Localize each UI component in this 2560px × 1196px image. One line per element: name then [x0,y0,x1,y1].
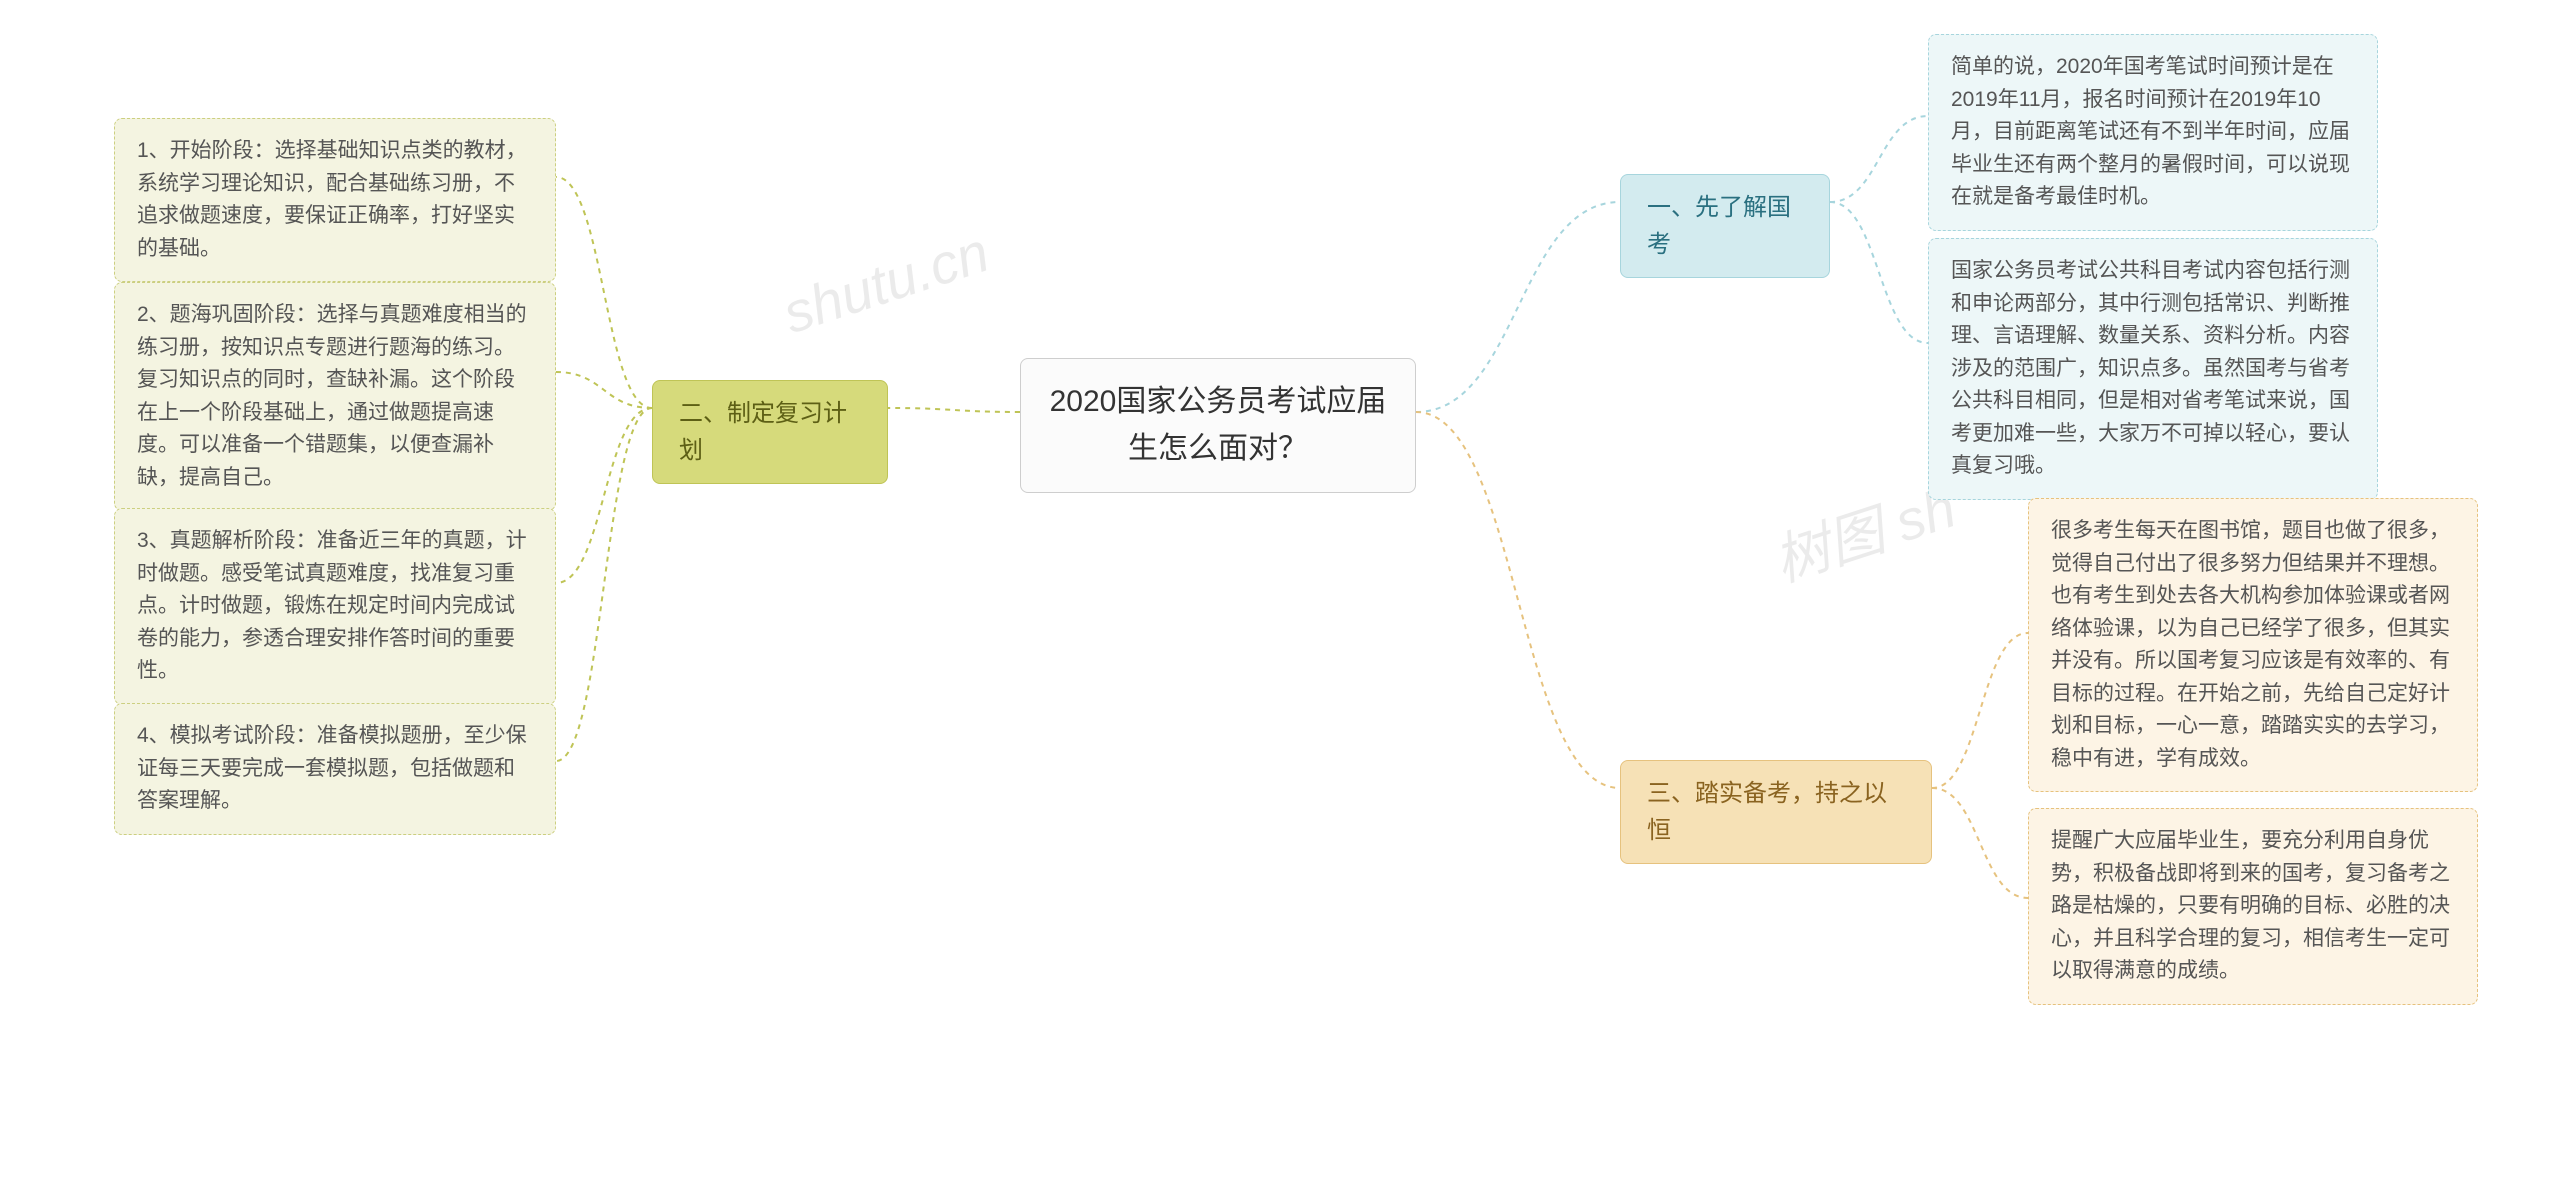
leaf-node: 1、开始阶段：选择基础知识点类的教材，系统学习理论知识，配合基础练习册，不追求做… [114,118,556,282]
watermark: shutu.cn [775,219,996,346]
center-title-line: 2020国家公务员考试应届 [1049,379,1387,426]
leaf-text: 很多考生每天在图书馆，题目也做了很多，觉得自己付出了很多努力但结果并不理想。也有… [2051,519,2450,770]
leaf-text: 3、真题解析阶段：准备近三年的真题，计时做题。感受笔试真题难度，找准复习重点。计… [137,529,527,682]
center-title-line: 生怎么面对？ [1049,426,1387,473]
leaf-node: 很多考生每天在图书馆，题目也做了很多，觉得自己付出了很多努力但结果并不理想。也有… [2028,498,2478,792]
leaf-text: 简单的说，2020年国考笔试时间预计是在2019年11月，报名时间预计在2019… [1951,55,2350,208]
leaf-node: 4、模拟考试阶段：准备模拟题册，至少保证每三天要完成一套模拟题，包括做题和答案理… [114,703,556,835]
branch-label: 一、先了解国考 [1647,194,1791,258]
leaf-text: 国家公务员考试公共科目考试内容包括行测和申论两部分，其中行测包括常识、判断推理、… [1951,259,2350,477]
leaf-text: 2、题海巩固阶段：选择与真题难度相当的练习册，按知识点专题进行题海的练习。复习知… [137,303,527,489]
branch-node: 三、踏实备考，持之以恒 [1620,760,1932,864]
branch-label: 二、制定复习计划 [679,400,847,464]
leaf-node: 2、题海巩固阶段：选择与真题难度相当的练习册，按知识点专题进行题海的练习。复习知… [114,282,556,511]
branch-node: 一、先了解国考 [1620,174,1830,278]
leaf-node: 国家公务员考试公共科目考试内容包括行测和申论两部分，其中行测包括常识、判断推理、… [1928,238,2378,500]
branch-label: 三、踏实备考，持之以恒 [1647,780,1887,844]
leaf-text: 1、开始阶段：选择基础知识点类的教材，系统学习理论知识，配合基础练习册，不追求做… [137,139,527,260]
center-topic: 2020国家公务员考试应届生怎么面对？ [1020,358,1416,493]
leaf-node: 简单的说，2020年国考笔试时间预计是在2019年11月，报名时间预计在2019… [1928,34,2378,231]
leaf-text: 4、模拟考试阶段：准备模拟题册，至少保证每三天要完成一套模拟题，包括做题和答案理… [137,724,527,812]
leaf-node: 3、真题解析阶段：准备近三年的真题，计时做题。感受笔试真题难度，找准复习重点。计… [114,508,556,705]
leaf-node: 提醒广大应届毕业生，要充分利用自身优势，积极备战即将到来的国考，复习备考之路是枯… [2028,808,2478,1005]
branch-node: 二、制定复习计划 [652,380,888,484]
leaf-text: 提醒广大应届毕业生，要充分利用自身优势，积极备战即将到来的国考，复习备考之路是枯… [2051,829,2450,982]
